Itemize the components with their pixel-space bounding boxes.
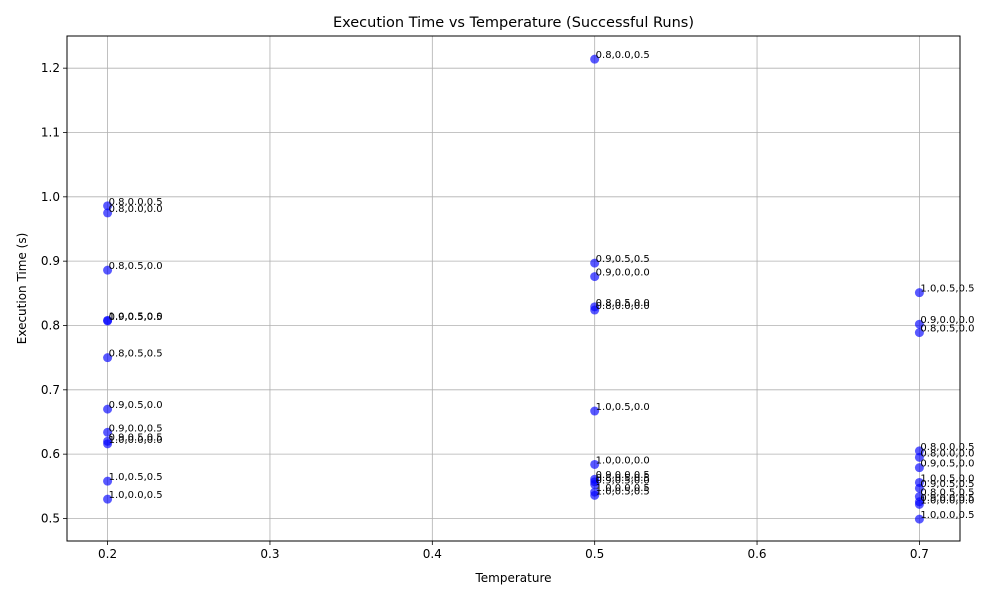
x-tick-label: 0.2 [98,547,117,561]
data-point-label: 0.9,0.5,0.0 [109,400,163,411]
data-point-label: 0.8,0.5,0.5 [920,488,974,499]
data-point [590,459,600,469]
data-point [103,316,113,326]
data-point [590,406,600,416]
data-point [590,54,600,64]
y-tick-label: 1.0 [41,190,60,204]
y-tick-label: 1.1 [41,125,60,139]
data-point-label: 1.0,0.5,0.5 [596,486,650,497]
data-point-label: 1.0,0.0,0.0 [109,435,163,446]
x-axis-ticks: 0.2 0.3 0.4 0.5 0.6 0.7 [98,541,929,561]
data-point-label: 0.8,0.5,0.5 [109,349,163,360]
y-axis-ticks: 0.5 0.6 0.7 0.8 0.9 1.0 1.1 1.2 [41,61,67,525]
data-point-label: 1.0,0.0,0.0 [596,455,650,466]
data-point [914,483,924,493]
data-point-label: 0.8,0.0,0.0 [109,204,163,215]
y-tick-label: 0.9 [41,254,60,268]
x-tick-label: 0.7 [910,547,929,561]
data-point-label: 0.9,0.0,0.5 [109,423,163,434]
data-point-label: 0.9,0.0,0.5 [596,470,650,481]
data-point-label: 0.9,0.5,0.5 [920,479,974,490]
data-point [914,328,924,338]
data-point-label: 1.0,0.0,0.5 [109,490,163,501]
x-tick-label: 0.3 [260,547,279,561]
data-point [103,494,113,504]
data-point [103,439,113,449]
data-point [914,288,924,298]
data-point-label: 1.0,0.5,0.0 [109,311,163,322]
data-point [103,208,113,218]
x-tick-label: 0.6 [747,547,766,561]
data-point-label: 1.0,0.0,0.5 [596,483,650,494]
data-point-label: 1.0,0.5,0.5 [109,472,163,483]
data-point [590,305,600,315]
data-point-label: 0.9,0.5,0.5 [109,432,163,443]
data-point-label: 0.9,0.5,0.5 [596,254,650,265]
plot-frame [66,35,961,542]
x-tick-label: 0.4 [423,547,442,561]
y-tick-label: 0.6 [41,447,60,461]
data-point [103,476,113,486]
data-point-label: 0.8,0.5,0.0 [109,261,163,272]
x-tick-label: 0.5 [585,547,604,561]
data-point-label: 0.8,0.0,0.5 [596,50,650,61]
data-point [590,258,600,268]
point-labels: 0.8,0.0,0.50.8,0.0,0.00.8,0.5,0.01.0,0.5… [109,50,975,521]
data-point-label: 0.9,0.0,0.0 [920,315,974,326]
data-point-label: 0.9,0.5,0.0 [920,459,974,470]
data-point-label: 1.0,0.5,0.0 [920,473,974,484]
data-point-label: 0.9,0.0,0.0 [596,268,650,279]
data-point-label: 0.8,0.0,0.0 [920,448,974,459]
data-point-label: 0.8,0.5,0.5 [596,473,650,484]
data-point [103,427,113,437]
data-point [103,265,113,275]
data-point-label: 0.8,0.5,0.0 [596,298,650,309]
data-point [914,452,924,462]
data-point [103,353,113,363]
data-point-label: 0.8,0.5,0.0 [920,324,974,335]
y-tick-label: 0.5 [41,511,60,525]
data-point-label: 0.9,0.0,0.5 [920,493,974,504]
y-tick-label: 1.2 [41,61,60,75]
data-point [914,446,924,456]
data-point [590,479,600,489]
data-point-label: 1.0,0.5,0.0 [596,402,650,413]
data-point [914,319,924,329]
data-point-label: 0.9,0.5,0.5 [109,312,163,323]
data-point-label: 0.8,0.0,0.0 [596,301,650,312]
data-point-label: 0.8,0.0,0.5 [920,442,974,453]
data-point [914,463,924,473]
data-point-label: 0.8,0.0,0.5 [109,197,163,208]
chart-title: Execution Time vs Temperature (Successfu… [333,15,694,31]
data-point-label: 1.0,0.0,0.0 [920,495,974,506]
data-point [914,499,924,509]
data-point [590,490,600,500]
data-point [914,514,924,524]
y-axis-label: Execution Time (s) [15,233,29,345]
data-point-label: 0.9,0.5,0.0 [596,475,650,486]
x-axis-label: Temperature [474,571,551,585]
data-points [103,54,924,524]
data-point-label: 1.0,0.0,0.5 [920,510,974,521]
data-point-label: 1.0,0.5,0.5 [920,284,974,295]
y-tick-label: 0.8 [41,318,60,332]
data-point [103,201,113,211]
y-tick-label: 0.7 [41,383,60,397]
data-point [103,404,113,414]
data-point [590,272,600,282]
